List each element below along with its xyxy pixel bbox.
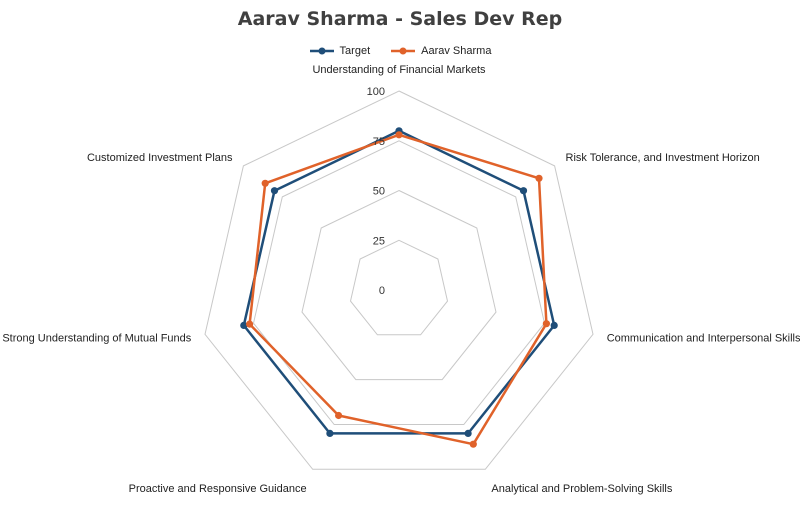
- axis-label-3: Analytical and Problem-Solving Skills: [491, 483, 672, 495]
- grid-ring-100: [204, 90, 594, 470]
- data-point-aarav-sharma-4: [335, 411, 343, 420]
- tick-label-50: 50: [373, 186, 385, 198]
- data-point-aarav-sharma-3: [469, 440, 477, 448]
- legend: Target Aarav Sharma: [0, 45, 800, 57]
- legend-marker-aarav-sharma: [391, 47, 416, 55]
- legend-marker-target: [309, 47, 334, 55]
- axis-label-2: Communication and Interpersonal Skills: [607, 332, 800, 344]
- tick-label-25: 25: [373, 235, 385, 247]
- tick-label-100: 100: [367, 86, 385, 98]
- grid-layer: [204, 90, 594, 470]
- tick-label-75: 75: [373, 136, 385, 148]
- data-point-target-5: [240, 321, 248, 329]
- tick-label-0: 0: [379, 285, 385, 297]
- series-line-target: [242, 129, 556, 435]
- legend-entry-target: Target: [309, 45, 371, 57]
- grid-ring-75: [252, 140, 546, 425]
- data-point-target-3: [464, 429, 472, 437]
- axis-label-5: Strong Understanding of Mutual Funds: [2, 332, 191, 344]
- axis-label-1: Risk Tolerance, and Investment Horizon: [566, 152, 760, 164]
- data-point-aarav-sharma-6: [261, 179, 269, 187]
- series-layer: [240, 127, 558, 448]
- legend-entry-aarav-sharma: Aarav Sharma: [390, 45, 491, 57]
- data-point-aarav-sharma-0: [395, 131, 403, 139]
- label-layer: 0 25 50 75 100 Understanding of Financial Mar…: [2, 64, 800, 495]
- grid-ring-25: [349, 239, 449, 336]
- data-point-aarav-sharma-5: [246, 320, 254, 328]
- data-point-target-1: [519, 187, 528, 195]
- grid-ring-50: [301, 189, 497, 381]
- series-line-aarav-sharma: [248, 133, 548, 446]
- legend-label-target: Target: [339, 45, 371, 57]
- axis-label-0: Understanding of Financial Markets: [312, 64, 486, 76]
- data-point-target-4: [326, 429, 334, 437]
- legend-label-aarav-sharma: Aarav Sharma: [421, 45, 492, 57]
- data-point-target-6: [270, 187, 279, 195]
- axis-label-4: Proactive and Responsive Guidance: [129, 483, 307, 495]
- chart-title: Aarav Sharma - Sales Dev Rep: [237, 8, 563, 30]
- data-point-aarav-sharma-2: [542, 320, 551, 328]
- data-point-aarav-sharma-1: [535, 174, 543, 182]
- data-point-target-2: [550, 321, 558, 329]
- axis-label-6: Customized Investment Plans: [87, 152, 233, 164]
